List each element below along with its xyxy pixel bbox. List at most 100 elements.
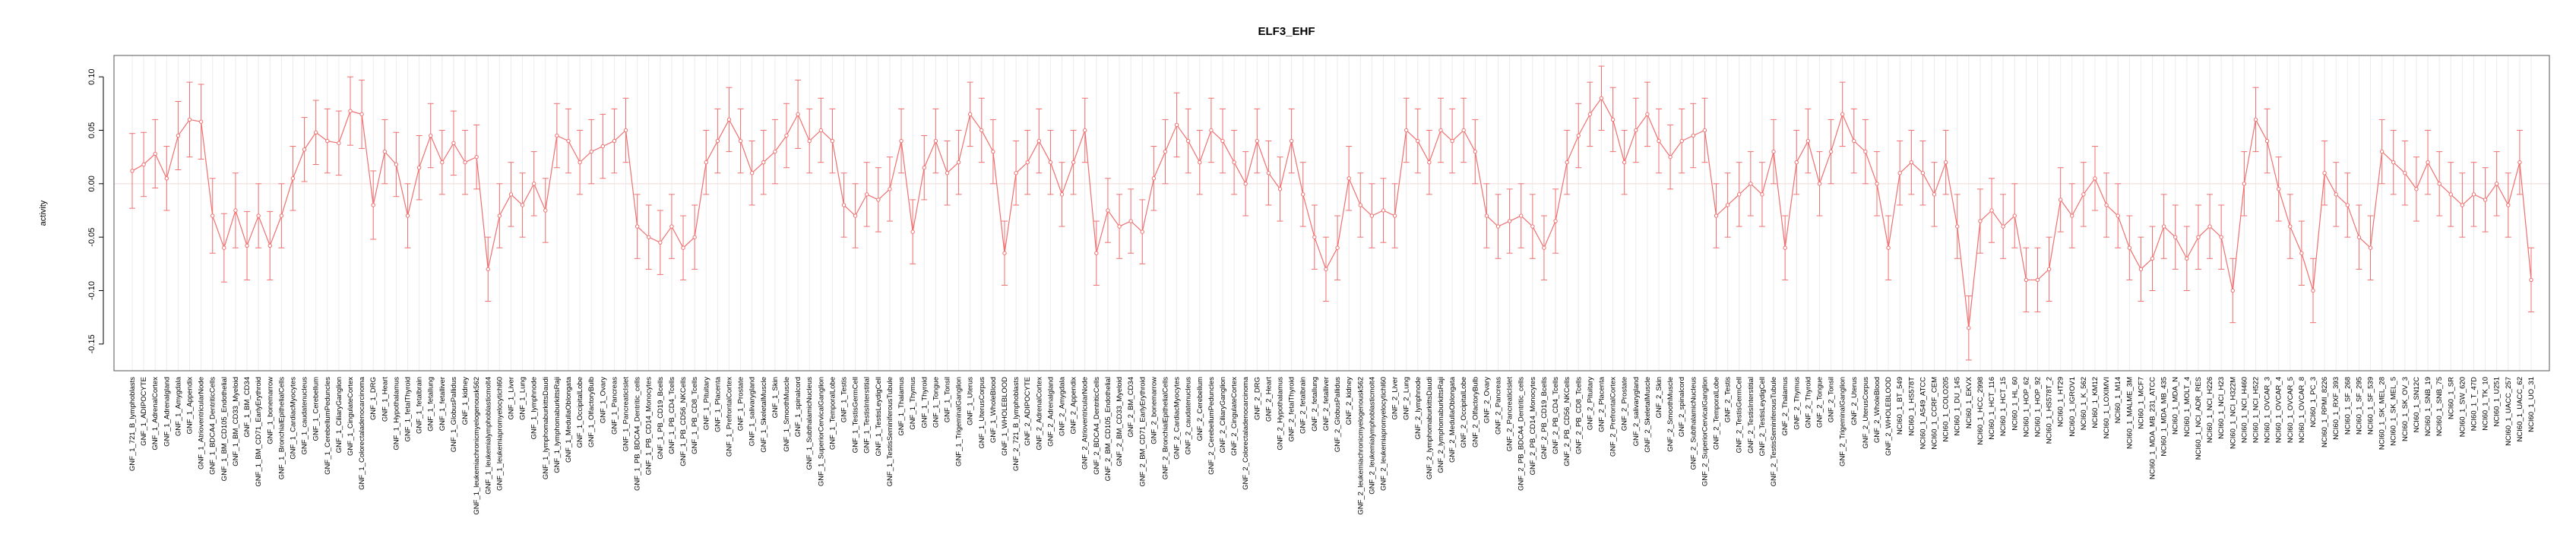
data-point xyxy=(1495,224,1501,229)
x-tick-label: NCI60_1_SF_295 xyxy=(2355,377,2363,435)
x-tick-label: GNF_2_AdrenalCortex xyxy=(1035,377,1043,451)
data-point xyxy=(761,160,766,165)
data-point xyxy=(807,138,812,144)
data-point xyxy=(1828,149,1834,154)
x-tick-label: NCI60_1_PC_3 xyxy=(2309,377,2318,428)
x-tick-label: NCI60_1_SK_MEL_5 xyxy=(2390,377,2398,446)
x-tick-label: GNF_2_Thalamus xyxy=(1781,377,1790,436)
x-tick-label: GNF_1_Skin xyxy=(771,377,780,418)
data-point xyxy=(888,187,892,191)
data-point xyxy=(2403,171,2407,175)
data-point xyxy=(2012,213,2017,218)
data-point xyxy=(1106,208,1110,213)
x-tick-label: GNF_2_PB_CD19_Bcells xyxy=(1540,377,1549,460)
data-point xyxy=(2173,235,2178,239)
data-point xyxy=(198,119,204,124)
x-tick-label: GNF_2_Thymus xyxy=(1793,377,1801,430)
data-point xyxy=(1725,203,1730,207)
x-tick-label: NCI60_1_MOLT_4 xyxy=(2183,377,2191,437)
data-point xyxy=(2379,149,2385,154)
data-point xyxy=(2242,182,2247,186)
x-tick-label: GNF_1_salivarygland xyxy=(748,377,757,446)
x-tick-label: NCI60_1_SK_MEL_28 xyxy=(2378,377,2387,450)
data-point xyxy=(669,224,674,229)
x-tick-label: GNF_1_caudatenucleus xyxy=(301,377,309,455)
data-point xyxy=(1817,182,1822,186)
x-tick-label: GNF_1_SmoothMuscle xyxy=(783,377,791,452)
data-point xyxy=(1312,235,1317,239)
x-tick-label: NCI60_1_SW_620 xyxy=(2458,377,2467,437)
x-tick-label: GNF_1_spinalcord xyxy=(794,377,802,437)
x-tick-label: GNF_1_DRG xyxy=(369,377,378,420)
x-tick-label: NCI60_1_UACC_62 xyxy=(2516,377,2524,442)
data-point xyxy=(1094,251,1099,255)
x-tick-label: NCI60_1_LOXIMVI xyxy=(2103,377,2111,438)
x-tick-label: GNF_2_fetallung xyxy=(1311,377,1319,432)
data-point xyxy=(256,213,261,218)
x-tick-label: NCI60_1_SF_268 xyxy=(2343,377,2352,435)
x-tick-label: NCI60_1_K_562 xyxy=(2080,377,2088,430)
x-tick-label: GNF_2_TestisInterstitial xyxy=(1747,377,1755,454)
x-tick-label: GNF_1_PB_BDCA4_Dentritic_cells xyxy=(634,377,642,491)
data-point xyxy=(2253,117,2258,122)
x-tick-label: GNF_1_fetalliver xyxy=(438,377,447,431)
y-axis: -0.15 -0.10 -0.05 0.00 0.05 0.10 xyxy=(87,68,104,353)
x-tick-label: NCI60_1_SK_OV_3 xyxy=(2401,377,2410,441)
data-point xyxy=(1140,229,1144,234)
x-tick-label: GNF_1_BronchialEpithelialCells xyxy=(277,377,286,479)
x-tick-label: GNF_2_PB_BDCA4_Dentritic_cells xyxy=(1517,377,1526,491)
x-tick-label: GNF_1_Thyroid xyxy=(920,377,929,428)
x-tick-label: GNF_2_BM_CD34 xyxy=(1127,377,1135,438)
data-point xyxy=(1622,160,1627,165)
x-tick-label: NCI60_1_HL_60 xyxy=(2011,377,2019,431)
x-tick-label: GNF_1_BM_CD33_Myeloid xyxy=(232,377,240,466)
x-tick-label: NCI60_1_NCI_H322M xyxy=(2229,377,2237,449)
x-tick-label: GNF_2_PrefrontalCortex xyxy=(1609,377,1618,457)
data-point xyxy=(784,133,789,138)
x-tick-label: GNF_1_Adrenalgland xyxy=(163,377,171,447)
data-point xyxy=(1897,171,1902,175)
data-point xyxy=(1174,122,1179,128)
chart-title: ELF3_EHF xyxy=(1258,25,1315,38)
x-tick-label: GNF_1_TestisLeydigCell xyxy=(875,377,883,457)
x-tick-label: GNF_1_leukemiachronicmyelogenousk562 xyxy=(473,377,481,515)
x-tick-label: NCI60_1_UACC_257 xyxy=(2505,377,2513,446)
data-point xyxy=(1702,128,1707,133)
data-point xyxy=(543,208,548,213)
data-point xyxy=(1151,176,1157,181)
x-tick-label: GNF_2_OlfactoryBulb xyxy=(1471,377,1479,447)
x-tick-label: GNF_1_lymphomaburkittsDaudi xyxy=(542,377,550,479)
x-tick-label: GNF_1_GlobusPallidus xyxy=(450,377,458,453)
data-point xyxy=(2196,235,2201,239)
x-tick-label: GNF_2_TestisLeydigCell xyxy=(1758,377,1767,457)
data-point xyxy=(796,112,800,117)
x-tick-label: GNF_1_SubthalamicNucleus xyxy=(805,377,814,470)
data-point xyxy=(1404,128,1409,133)
x-tick-label: GNF_1_Thymus xyxy=(909,377,917,430)
data-point xyxy=(1071,160,1076,165)
data-point xyxy=(2264,138,2270,144)
data-point xyxy=(979,128,984,133)
x-tick-label: GNF_1_PB_CD56_NKCells xyxy=(679,377,688,466)
data-points xyxy=(130,96,2533,330)
x-tick-label: NCI60_1_MDA_MB_435 xyxy=(2160,377,2169,457)
data-point xyxy=(1519,213,1524,218)
data-point xyxy=(1794,160,1799,165)
x-tick-label: GNF_1_fetallung xyxy=(427,377,435,432)
x-tick-label: GNF_2_WholeBlood xyxy=(1873,377,1881,443)
data-point xyxy=(2426,160,2430,165)
data-point xyxy=(1484,213,1489,218)
x-tick-label: NCI60_1_HS578T_2 xyxy=(2046,377,2054,444)
data-point xyxy=(2391,160,2396,165)
data-point xyxy=(2276,187,2281,191)
data-point xyxy=(1978,219,1983,223)
x-tick-label: GNF_1_Colorectaladenocarcinoma xyxy=(358,376,366,490)
x-tick-label: GNF_1_Lung xyxy=(519,377,527,420)
data-point xyxy=(1220,138,1225,144)
x-tick-label: NCI60_1_OVCAR_4 xyxy=(2275,377,2283,443)
x-axis-tick-labels: GNF_1_721_B_lymphoblasts GNF_1_ADIPOCYTE G… xyxy=(128,376,2536,514)
data-point xyxy=(865,192,869,197)
x-tick-label: GNF_1_leukemiapromyelocytichl60 xyxy=(495,377,504,491)
x-tick-label: NCI60_1_U251 xyxy=(2493,377,2502,427)
data-point xyxy=(2219,235,2223,239)
